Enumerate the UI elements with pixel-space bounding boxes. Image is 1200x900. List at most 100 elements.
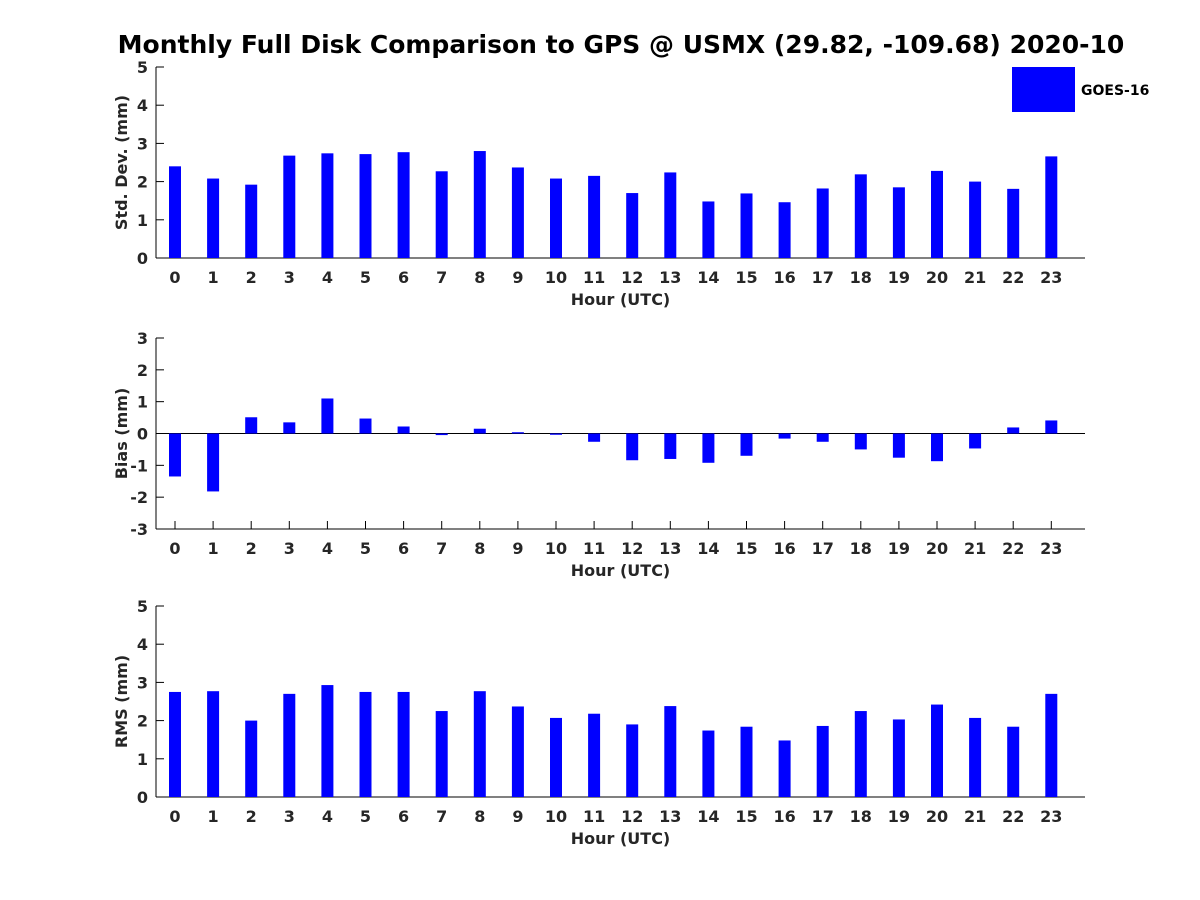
bar (397, 426, 410, 434)
y-tick-label: 1 (137, 211, 148, 230)
y-tick-label: 3 (137, 329, 148, 348)
bar (473, 691, 486, 797)
bar (664, 706, 677, 797)
x-tick-label: 22 (1002, 539, 1024, 558)
x-tick-label: 12 (621, 539, 643, 558)
x-tick-label: 0 (169, 539, 180, 558)
x-tick-label: 1 (208, 807, 219, 826)
bar (854, 433, 867, 450)
bar (359, 691, 372, 797)
bar (550, 433, 562, 435)
bar (283, 693, 296, 797)
bar (702, 433, 715, 463)
y-tick-label: 2 (137, 361, 148, 380)
x-tick-label: 23 (1040, 539, 1062, 558)
bar (854, 711, 867, 797)
bar (969, 433, 982, 449)
y-tick-label: 2 (137, 173, 148, 192)
bar (321, 685, 334, 797)
x-tick-label: 17 (812, 807, 834, 826)
bar (283, 422, 296, 434)
bar (816, 188, 829, 258)
x-tick-label: 6 (398, 268, 409, 287)
y-tick-label: 5 (137, 58, 148, 77)
x-tick-label: 20 (926, 268, 948, 287)
y-axis-label: RMS (mm) (112, 655, 131, 748)
x-axis-label: Hour (UTC) (571, 829, 671, 848)
x-tick-label: 19 (888, 268, 910, 287)
bar (702, 730, 715, 797)
x-tick-label: 18 (850, 268, 872, 287)
bar (588, 433, 601, 442)
x-tick-label: 3 (284, 268, 295, 287)
bar (397, 691, 410, 797)
bar (892, 187, 905, 258)
bar (511, 706, 524, 797)
bar (473, 428, 486, 434)
x-tick-label: 0 (169, 807, 180, 826)
bar (854, 174, 867, 258)
bar (473, 151, 486, 258)
bar (1045, 420, 1058, 434)
bar (588, 175, 601, 258)
bar (435, 433, 448, 436)
x-tick-label: 17 (812, 539, 834, 558)
x-tick-label: 8 (474, 807, 485, 826)
x-tick-label: 15 (735, 268, 757, 287)
y-tick-label: 1 (137, 750, 148, 769)
y-tick-label: -1 (130, 456, 148, 475)
x-tick-label: 4 (322, 268, 333, 287)
bar (778, 202, 791, 258)
y-tick-label: -2 (130, 488, 148, 507)
x-tick-label: 5 (360, 268, 371, 287)
x-tick-label: 1 (208, 539, 219, 558)
y-tick-label: 4 (137, 635, 148, 654)
legend: GOES-16 (1012, 67, 1149, 112)
y-tick-label: 5 (137, 597, 148, 616)
bar (511, 167, 524, 258)
x-tick-label: 14 (697, 539, 719, 558)
y-tick-label: 2 (137, 712, 148, 731)
x-tick-label: 14 (697, 268, 719, 287)
x-tick-label: 5 (360, 539, 371, 558)
x-tick-label: 19 (888, 807, 910, 826)
bar (740, 433, 753, 456)
y-axis-label: Bias (mm) (112, 388, 131, 480)
bar (283, 155, 296, 258)
bar (169, 166, 181, 258)
bar (969, 717, 982, 797)
x-tick-label: 0 (169, 268, 180, 287)
x-tick-label: 9 (512, 539, 523, 558)
bar (664, 172, 677, 258)
bar (626, 193, 639, 258)
x-tick-label: 20 (926, 539, 948, 558)
x-tick-label: 21 (964, 268, 986, 287)
bar (1045, 156, 1058, 258)
x-tick-label: 13 (659, 539, 681, 558)
x-tick-label: 3 (284, 539, 295, 558)
x-tick-label: 11 (583, 268, 605, 287)
bar (435, 171, 448, 258)
bar (778, 433, 791, 439)
x-tick-label: 17 (812, 268, 834, 287)
bar (169, 691, 181, 797)
bar (816, 433, 829, 442)
bar (511, 432, 524, 434)
x-tick-label: 13 (659, 807, 681, 826)
bar (892, 719, 905, 797)
x-tick-label: 16 (773, 539, 795, 558)
y-tick-label: 1 (137, 393, 148, 412)
x-tick-label: 7 (436, 268, 447, 287)
y-tick-label: 3 (137, 673, 148, 692)
bar (207, 691, 220, 797)
bar (359, 154, 372, 258)
bar (588, 713, 601, 797)
x-tick-label: 23 (1040, 268, 1062, 287)
figure-title: Monthly Full Disk Comparison to GPS @ US… (117, 30, 1125, 59)
x-tick-label: 8 (474, 539, 485, 558)
x-tick-label: 7 (436, 539, 447, 558)
x-tick-label: 6 (398, 539, 409, 558)
bar (169, 433, 181, 477)
x-tick-label: 18 (850, 539, 872, 558)
